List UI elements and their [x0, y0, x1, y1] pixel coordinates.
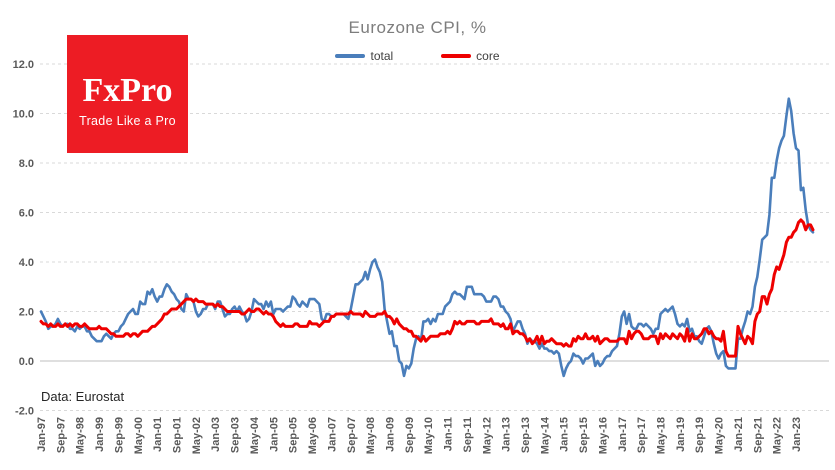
svg-text:May-20: May-20 — [714, 417, 726, 454]
svg-text:Jan-99: Jan-99 — [94, 417, 106, 452]
chart-title: Eurozone CPI, % — [348, 18, 487, 37]
svg-text:May-00: May-00 — [133, 417, 145, 454]
core-line-swatch — [441, 54, 472, 58]
svg-text:Jan-97: Jan-97 — [36, 417, 48, 452]
fxpro-logo: FxPro Trade Like a Pro — [67, 35, 188, 153]
svg-text:May-18: May-18 — [656, 417, 668, 454]
svg-text:Sep-09: Sep-09 — [404, 417, 416, 453]
source-note: Data: Eurostat — [41, 389, 125, 404]
legend-item-total: total — [335, 49, 393, 63]
svg-text:May-06: May-06 — [307, 417, 319, 454]
svg-text:8.0: 8.0 — [19, 158, 34, 170]
svg-text:Jan-15: Jan-15 — [559, 417, 571, 452]
fxpro-logo-brand: FxPro — [82, 72, 173, 109]
svg-text:Sep-01: Sep-01 — [172, 417, 184, 453]
total-line-swatch — [335, 54, 366, 58]
legend-label-core: core — [476, 49, 500, 63]
svg-text:Sep-07: Sep-07 — [346, 417, 358, 453]
svg-text:Sep-15: Sep-15 — [578, 417, 590, 453]
fxpro-logo-tagline: Trade Like a Pro — [79, 114, 176, 128]
svg-text:10.0: 10.0 — [13, 109, 34, 121]
svg-text:-2.0: -2.0 — [15, 406, 34, 418]
svg-text:Sep-13: Sep-13 — [520, 417, 532, 453]
svg-text:Jan-19: Jan-19 — [675, 417, 687, 452]
svg-text:Sep-17: Sep-17 — [636, 417, 648, 453]
svg-text:May-02: May-02 — [191, 417, 203, 454]
svg-text:May-12: May-12 — [481, 417, 493, 454]
svg-text:Jan-11: Jan-11 — [443, 417, 455, 451]
svg-text:4.0: 4.0 — [19, 257, 34, 269]
chart-legend: total core — [0, 49, 835, 63]
svg-text:Jan-17: Jan-17 — [617, 417, 629, 452]
svg-text:Jan-21: Jan-21 — [733, 417, 745, 452]
svg-text:May-14: May-14 — [539, 416, 551, 454]
svg-text:May-22: May-22 — [772, 417, 784, 454]
svg-text:12.0: 12.0 — [13, 59, 34, 71]
svg-text:Sep-19: Sep-19 — [694, 417, 706, 453]
svg-text:Jan-01: Jan-01 — [152, 417, 164, 452]
svg-text:Jan-23: Jan-23 — [791, 417, 803, 452]
svg-text:2.0: 2.0 — [19, 307, 34, 319]
svg-text:Sep-11: Sep-11 — [462, 417, 474, 452]
svg-text:Sep-97: Sep-97 — [55, 417, 67, 453]
svg-text:Jan-05: Jan-05 — [268, 417, 280, 452]
legend-item-core: core — [441, 49, 500, 63]
svg-text:6.0: 6.0 — [19, 208, 34, 220]
svg-text:May-08: May-08 — [365, 417, 377, 454]
svg-text:0.0: 0.0 — [19, 356, 34, 368]
svg-text:Jan-09: Jan-09 — [384, 417, 396, 452]
svg-text:Sep-99: Sep-99 — [113, 417, 125, 453]
svg-text:Jan-03: Jan-03 — [210, 417, 222, 452]
svg-text:May-04: May-04 — [249, 416, 261, 454]
svg-text:May-10: May-10 — [423, 417, 435, 454]
svg-text:May-16: May-16 — [597, 417, 609, 454]
svg-text:Sep-05: Sep-05 — [288, 417, 300, 453]
svg-text:Sep-21: Sep-21 — [752, 417, 764, 453]
legend-label-total: total — [370, 49, 394, 63]
svg-text:Jan-13: Jan-13 — [501, 417, 513, 452]
svg-text:May-98: May-98 — [75, 417, 87, 454]
svg-text:Jan-07: Jan-07 — [326, 417, 338, 452]
svg-text:Sep-03: Sep-03 — [230, 417, 242, 453]
